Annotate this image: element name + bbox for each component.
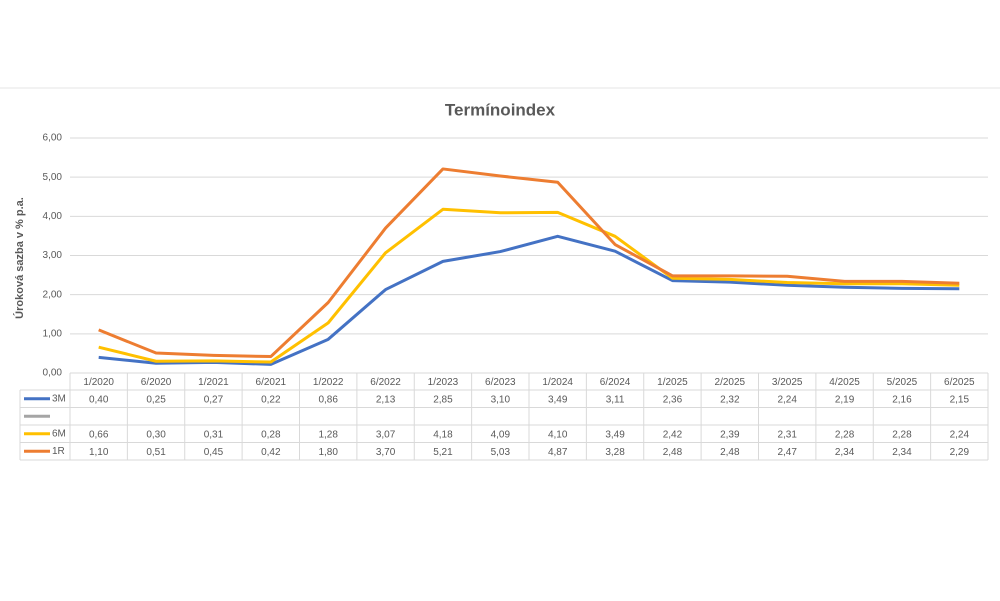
y-axis-title: Úroková sazba v % p.a. [13,197,26,319]
x-tick-label: 1/2025 [657,377,688,388]
table-value: 2,48 [720,447,740,458]
series-line [98,207,960,364]
table-value: 1,28 [318,429,338,440]
table-value: 0,66 [89,429,109,440]
table-value: 5,03 [491,447,511,458]
table-value: 0,51 [146,447,166,458]
table-value: 3,10 [491,394,511,405]
table-value: 4,18 [433,429,453,440]
table-value: 2,15 [950,394,970,405]
table-value: 2,28 [835,429,855,440]
table-value: 0,30 [146,429,166,440]
table-value: 0,31 [204,429,224,440]
table-value: 3,07 [376,429,396,440]
x-tick-label: 6/2021 [256,377,287,388]
x-tick-label: 1/2022 [313,377,344,388]
table-value: 0,42 [261,447,281,458]
table-value: 2,31 [777,429,797,440]
table-value: 2,36 [663,394,683,405]
table-value: 0,86 [318,394,338,405]
x-tick-label: 2/2025 [715,377,746,388]
table-value: 2,13 [376,394,396,405]
table-value: 2,34 [835,447,855,458]
table-value: 2,16 [892,394,912,405]
x-tick-label: 1/2023 [428,377,459,388]
y-tick-label: 6,00 [43,133,63,144]
table-value: 4,09 [491,429,511,440]
y-tick-label: 5,00 [43,172,63,183]
table-value: 2,48 [663,447,683,458]
y-tick-label: 0,00 [43,368,63,379]
y-tick-label: 4,00 [43,211,63,222]
table-value: 2,42 [663,429,683,440]
x-tick-label: 6/2023 [485,377,516,388]
table-value: 4,10 [548,429,568,440]
table-value: 3,70 [376,447,396,458]
table-value: 0,45 [204,447,224,458]
x-tick-label: 3/2025 [772,377,803,388]
chart-title: Termínoindex [445,100,556,119]
legend-label: 3M [52,393,66,404]
x-tick-label: 6/2024 [600,377,631,388]
legend-label: 6M [52,428,66,439]
x-tick-label: 5/2025 [887,377,918,388]
table-value: 0,22 [261,394,281,405]
table-value: 0,40 [89,394,109,405]
table-value: 3,49 [548,394,568,405]
table-value: 3,11 [606,394,625,405]
table-value: 2,34 [892,447,912,458]
table-value: 1,80 [318,447,338,458]
table-value: 0,28 [261,429,281,440]
table-value: 5,21 [433,447,453,458]
table-value: 1,10 [89,447,109,458]
legend-label: 1R [52,446,65,457]
x-tick-label: 6/2020 [141,377,172,388]
table-value: 2,32 [720,394,740,405]
table-value: 0,25 [146,394,166,405]
x-tick-label: 4/2025 [829,377,860,388]
x-tick-label: 6/2025 [944,377,975,388]
table-value: 2,39 [720,429,740,440]
table-value: 3,28 [605,447,625,458]
table-value: 4,87 [548,447,568,458]
table-value: 2,19 [835,394,855,405]
x-tick-label: 1/2021 [198,377,229,388]
table-value: 2,24 [777,394,797,405]
y-tick-label: 1,00 [43,328,63,339]
table-value: 2,47 [777,447,797,458]
table-value: 2,29 [950,447,970,458]
table-value: 3,49 [605,429,625,440]
y-tick-label: 2,00 [43,289,63,300]
x-tick-label: 1/2024 [542,377,573,388]
x-tick-label: 6/2022 [370,377,401,388]
table-value: 0,27 [204,394,224,405]
table-value: 2,85 [433,394,453,405]
series-line [98,234,960,366]
table-value: 2,24 [950,429,970,440]
y-tick-label: 3,00 [43,250,63,261]
table-value: 2,28 [892,429,912,440]
series-line [98,167,960,359]
x-tick-label: 1/2020 [83,377,114,388]
